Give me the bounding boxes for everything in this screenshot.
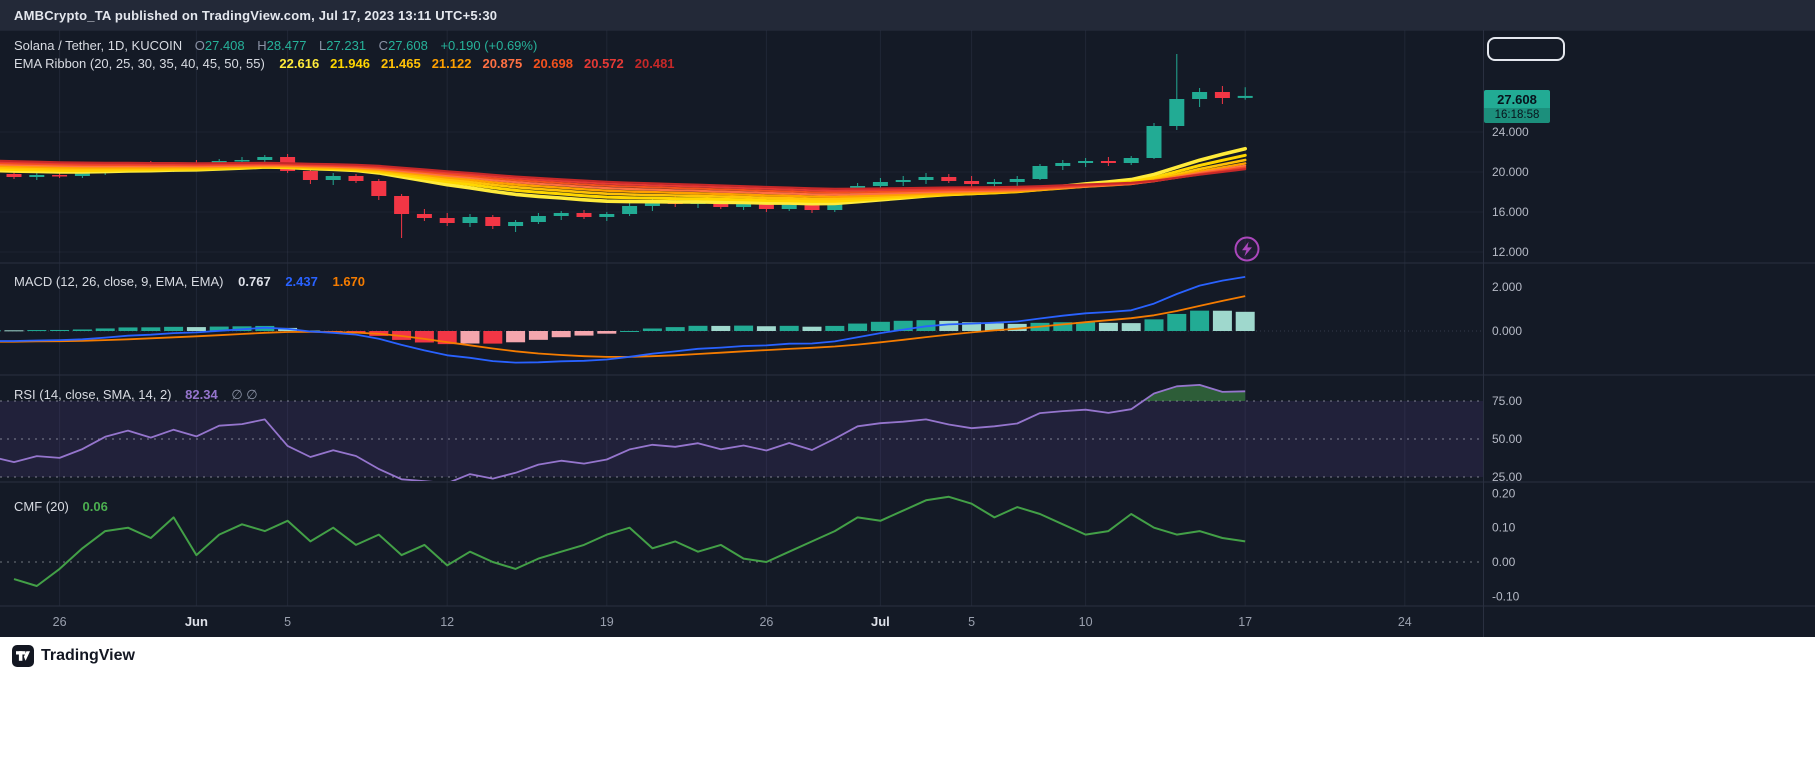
fullscreen-pill-button[interactable] (1487, 37, 1565, 61)
svg-text:5: 5 (284, 615, 291, 629)
svg-text:50.00: 50.00 (1492, 432, 1522, 446)
svg-text:2.000: 2.000 (1492, 280, 1522, 294)
tradingview-logo[interactable]: TradingView (12, 645, 135, 667)
svg-text:-0.10: -0.10 (1492, 589, 1520, 603)
svg-text:10: 10 (1079, 615, 1093, 629)
footer: TradingView (0, 637, 1815, 778)
lightning-icon (1234, 236, 1260, 262)
tradingview-logo-text: TradingView (41, 647, 135, 664)
chart-canvas[interactable]: 24.000 20.000 16.000 12.000 2.000 0.000 75.00 5… (0, 0, 1815, 637)
svg-text:16.000: 16.000 (1492, 205, 1529, 219)
svg-text:24.000: 24.000 (1492, 125, 1529, 139)
svg-text:12: 12 (440, 615, 454, 629)
svg-text:75.00: 75.00 (1492, 394, 1522, 408)
bar-countdown: 16:18:58 (1484, 108, 1550, 123)
lightning-boost-button[interactable] (1233, 235, 1261, 263)
publish-bar: AMBCrypto_TA published on TradingView.co… (0, 0, 1815, 30)
chart-area: AMBCrypto_TA published on TradingView.co… (0, 0, 1815, 637)
svg-text:20.000: 20.000 (1492, 165, 1529, 179)
svg-text:24: 24 (1398, 615, 1412, 629)
publish-text: AMBCrypto_TA published on TradingView.co… (14, 7, 498, 23)
price-pane (0, 54, 1253, 238)
svg-text:25.00: 25.00 (1492, 470, 1522, 484)
cmf-pane (0, 495, 1483, 587)
macd-pane (0, 276, 1483, 364)
svg-text:5: 5 (968, 615, 975, 629)
last-price: 27.608 (1497, 92, 1537, 107)
svg-text:12.000: 12.000 (1492, 245, 1529, 259)
svg-text:17: 17 (1238, 615, 1252, 629)
svg-text:19: 19 (600, 615, 614, 629)
axes: 24.000 20.000 16.000 12.000 2.000 0.000 75.00 5… (0, 29, 1815, 637)
svg-text:0.000: 0.000 (1492, 324, 1522, 338)
svg-text:Jul: Jul (871, 614, 890, 629)
rsi-pane (0, 384, 1483, 481)
svg-text:Jun: Jun (185, 614, 208, 629)
gridlines (0, 30, 1483, 606)
svg-text:0.00: 0.00 (1492, 555, 1516, 569)
svg-text:0.10: 0.10 (1492, 521, 1516, 535)
tradingview-logo-icon (12, 645, 34, 667)
last-price-badge: 27.608 16:18:58 (1484, 90, 1550, 123)
svg-text:26: 26 (759, 615, 773, 629)
svg-text:26: 26 (53, 615, 67, 629)
svg-text:0.20: 0.20 (1492, 486, 1516, 500)
